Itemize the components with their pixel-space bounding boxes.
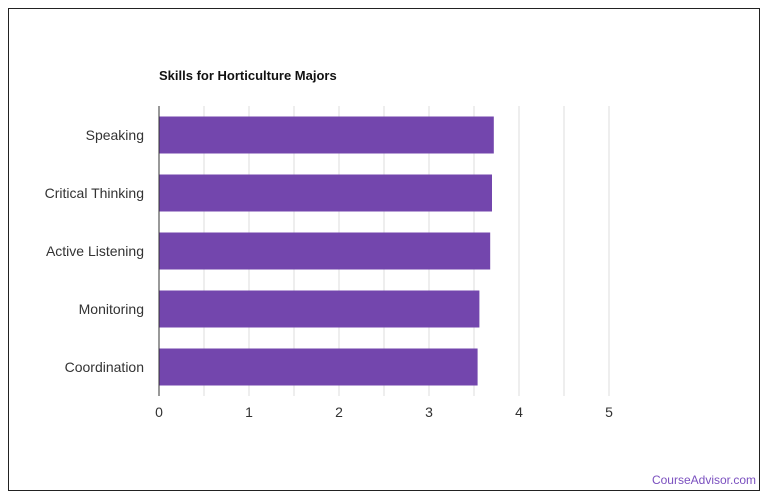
bar-coordination [159, 348, 478, 386]
x-tick-labels: 0 1 2 3 4 5 [155, 404, 613, 420]
x-tick-label: 2 [335, 404, 343, 420]
category-label: Speaking [86, 127, 144, 143]
category-label: Monitoring [79, 301, 144, 317]
bars [159, 116, 494, 386]
bar-speaking [159, 116, 494, 154]
source-watermark: CourseAdvisor.com [651, 473, 756, 487]
category-label: Coordination [65, 359, 144, 375]
bar-monitoring [159, 290, 480, 328]
x-tick-label: 0 [155, 404, 163, 420]
x-tick-label: 5 [605, 404, 613, 420]
bar-active-listening [159, 232, 491, 270]
category-label: Active Listening [46, 243, 144, 259]
x-tick-label: 3 [425, 404, 433, 420]
category-labels: Speaking Critical Thinking Active Listenin… [45, 127, 144, 375]
category-label: Critical Thinking [45, 185, 144, 201]
x-tick-label: 4 [515, 404, 523, 420]
chart-title: Skills for Horticulture Majors [159, 68, 337, 83]
x-tick-label: 1 [245, 404, 253, 420]
bar-critical-thinking [159, 174, 492, 212]
